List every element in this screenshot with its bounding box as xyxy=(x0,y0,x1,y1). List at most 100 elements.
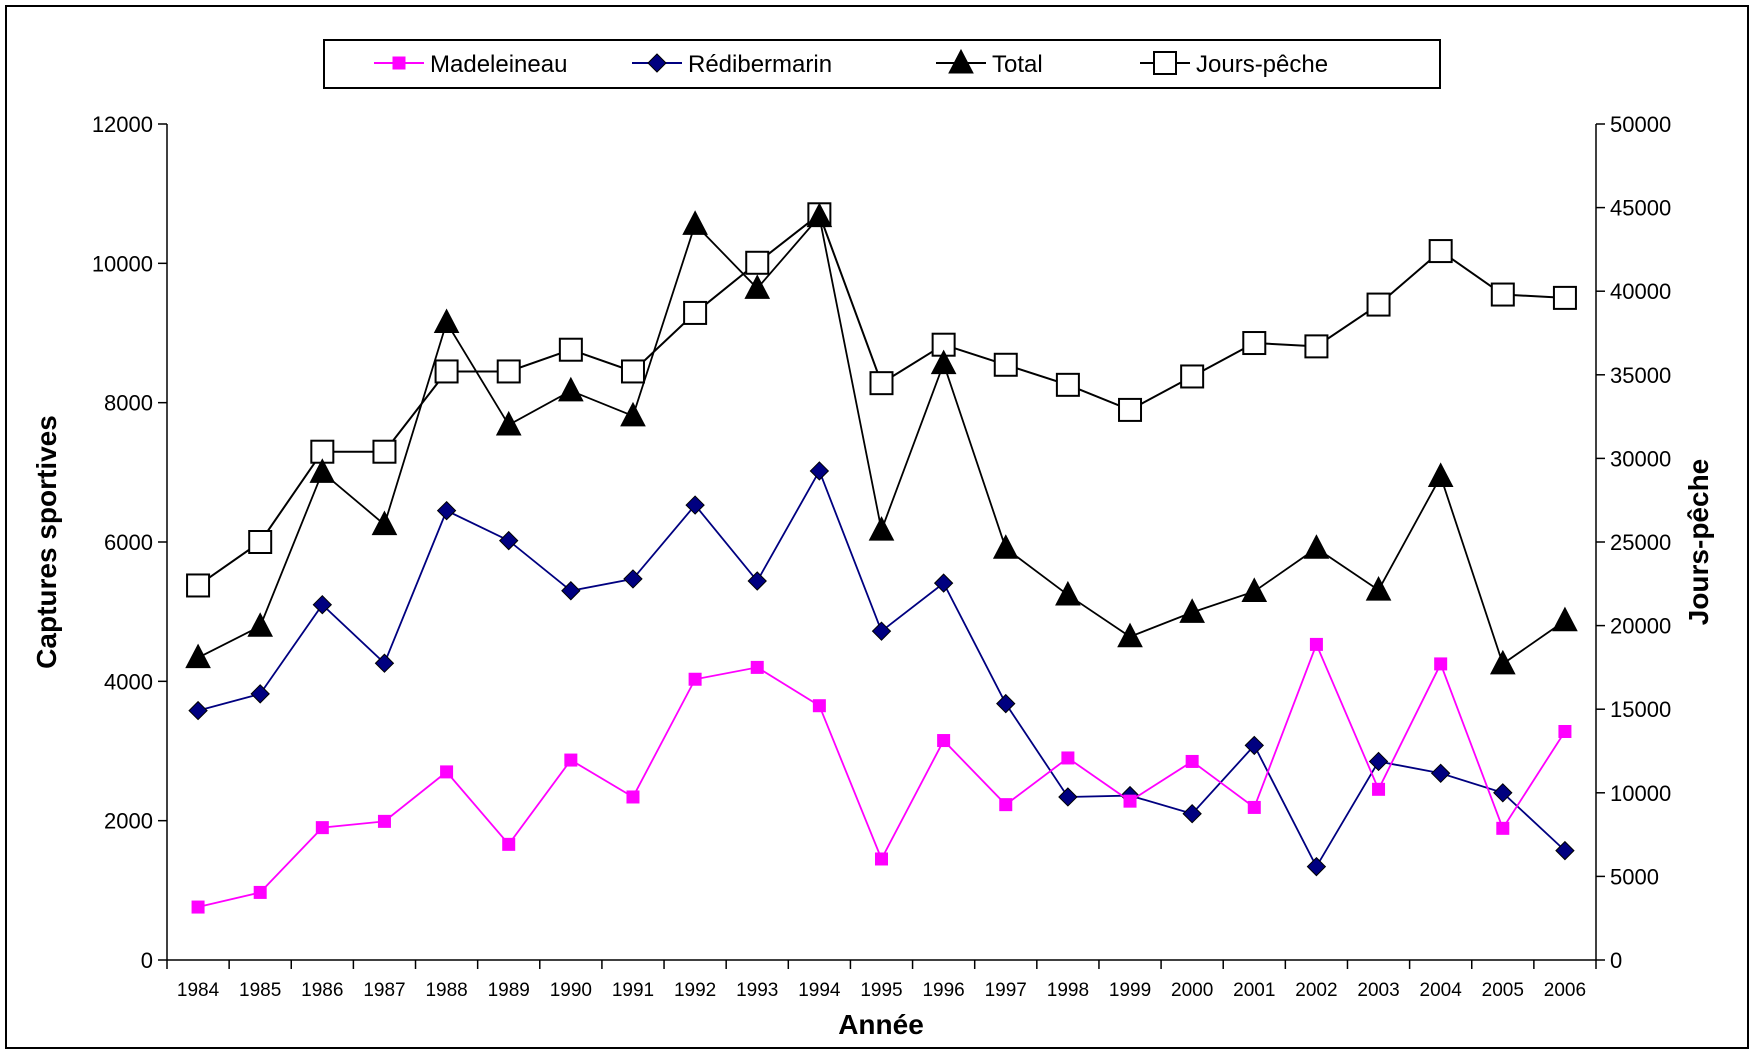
data-point-madeleineau xyxy=(750,660,764,674)
x-tick-label: 1995 xyxy=(860,980,902,1001)
data-point-madeleineau xyxy=(999,798,1013,812)
legend-box xyxy=(323,39,1441,89)
x-tick-label: 1999 xyxy=(1109,980,1151,1001)
legend-marker-jours-p-che xyxy=(1153,51,1177,75)
data-point-jours-p-che xyxy=(1242,331,1267,356)
data-point-r-dibermarin xyxy=(312,594,333,615)
series-line-madeleineau xyxy=(197,642,1566,908)
data-point-total xyxy=(247,612,274,637)
data-point-r-dibermarin xyxy=(436,500,457,521)
data-point-madeleineau xyxy=(440,765,454,779)
data-point-r-dibermarin xyxy=(1058,787,1078,807)
data-point-jours-p-che xyxy=(869,371,894,396)
left-tick-label: 0 xyxy=(141,948,153,973)
x-tick-label: 1988 xyxy=(425,980,467,1001)
x-tick-label: 1996 xyxy=(922,980,964,1001)
data-point-madeleineau xyxy=(1247,800,1261,814)
data-point-madeleineau xyxy=(502,837,516,851)
data-point-total xyxy=(185,643,211,669)
left-tick-label: 12000 xyxy=(92,112,153,137)
data-point-jours-p-che xyxy=(683,300,708,325)
data-point-madeleineau xyxy=(253,885,267,899)
data-point-jours-p-che xyxy=(558,337,583,362)
data-point-r-dibermarin xyxy=(374,653,395,673)
data-point-total xyxy=(1552,606,1578,632)
left-tick-label: 6000 xyxy=(104,530,153,555)
legend-label: Jours-pêche xyxy=(1196,51,1328,78)
x-tick-label: 2006 xyxy=(1544,980,1586,1001)
data-point-total xyxy=(433,308,460,334)
right-tick-label: 35000 xyxy=(1610,363,1671,388)
data-point-madeleineau xyxy=(688,672,702,686)
data-point-total xyxy=(1117,622,1143,648)
x-tick-label: 1984 xyxy=(177,980,220,1001)
data-point-jours-p-che xyxy=(372,439,397,464)
legend-label: Rédibermarin xyxy=(688,51,832,78)
data-point-total xyxy=(1489,649,1516,675)
series-jours-p-che xyxy=(186,202,1577,598)
data-point-jours-p-che xyxy=(745,250,770,275)
series-line-total xyxy=(197,214,1566,666)
right-tick-label: 15000 xyxy=(1610,697,1671,722)
x-tick-label: 1990 xyxy=(550,980,592,1001)
data-point-r-dibermarin xyxy=(747,571,767,591)
data-point-r-dibermarin xyxy=(1306,856,1327,877)
left-tick-label: 10000 xyxy=(92,251,153,276)
data-point-total xyxy=(1179,598,1205,623)
x-tick-label: 2001 xyxy=(1233,980,1275,1001)
x-ticks: 1984 1985 1986 1987 1988 1989 1990 1991 1992 1993… xyxy=(166,960,1597,1001)
data-point-r-dibermarin xyxy=(685,495,705,515)
series-madeleineau xyxy=(191,637,1572,914)
series-layer xyxy=(185,202,1578,914)
data-point-madeleineau xyxy=(812,699,826,713)
legend-label: Total xyxy=(992,51,1043,78)
data-point-r-dibermarin xyxy=(871,621,892,641)
legend-marker-total xyxy=(948,48,974,74)
data-point-total xyxy=(620,401,646,427)
data-point-jours-p-che xyxy=(1055,372,1080,397)
x-tick-label: 1987 xyxy=(363,980,405,1001)
data-point-total xyxy=(371,510,398,536)
data-point-total xyxy=(1303,534,1330,559)
data-point-jours-p-che xyxy=(1552,285,1577,310)
data-point-jours-p-che xyxy=(496,359,521,384)
data-point-jours-p-che xyxy=(248,530,273,554)
x-tick-label: 1991 xyxy=(612,980,654,1001)
data-point-madeleineau xyxy=(1123,794,1137,808)
data-point-madeleineau xyxy=(315,821,329,835)
x-tick-label: 2005 xyxy=(1482,980,1524,1001)
data-point-r-dibermarin xyxy=(1555,840,1575,861)
data-point-jours-p-che xyxy=(1366,292,1391,317)
x-tick-label: 1998 xyxy=(1047,980,1089,1001)
x-tick-label: 1994 xyxy=(798,980,841,1001)
x-tick-label: 1989 xyxy=(488,980,530,1001)
right-tick-label: 5000 xyxy=(1610,864,1659,889)
right-axis-title: Jours-pêche xyxy=(1683,459,1714,626)
right-ticks: 0 5000 10000 15000 20000 25000 30000 35000 40000… xyxy=(1596,112,1671,973)
legend-item-jours-p-che: Jours-pêche xyxy=(1140,51,1328,78)
legend-marker-r-dibermarin xyxy=(647,53,667,73)
data-point-madeleineau xyxy=(1061,751,1075,765)
series-total xyxy=(185,202,1578,675)
data-point-madeleineau xyxy=(1372,782,1386,796)
legend-item-r-dibermarin: Rédibermarin xyxy=(632,51,832,78)
data-point-total xyxy=(806,202,833,228)
data-point-r-dibermarin xyxy=(933,573,954,593)
x-tick-label: 2002 xyxy=(1295,980,1337,1001)
data-point-total xyxy=(992,534,1019,559)
right-tick-label: 30000 xyxy=(1610,446,1671,471)
data-point-jours-p-che xyxy=(1490,282,1515,307)
x-tick-label: 1986 xyxy=(301,980,343,1001)
right-tick-label: 25000 xyxy=(1610,530,1671,555)
data-point-madeleineau xyxy=(1185,754,1199,768)
data-point-jours-p-che xyxy=(1118,397,1143,422)
data-point-r-dibermarin xyxy=(1430,763,1451,784)
data-point-total xyxy=(1427,462,1454,488)
data-point-madeleineau xyxy=(564,753,578,767)
chart-border xyxy=(5,5,1749,1049)
data-point-jours-p-che xyxy=(434,359,459,384)
data-point-madeleineau xyxy=(937,734,951,748)
left-tick-label: 4000 xyxy=(104,669,153,694)
data-point-jours-p-che xyxy=(1428,239,1453,264)
